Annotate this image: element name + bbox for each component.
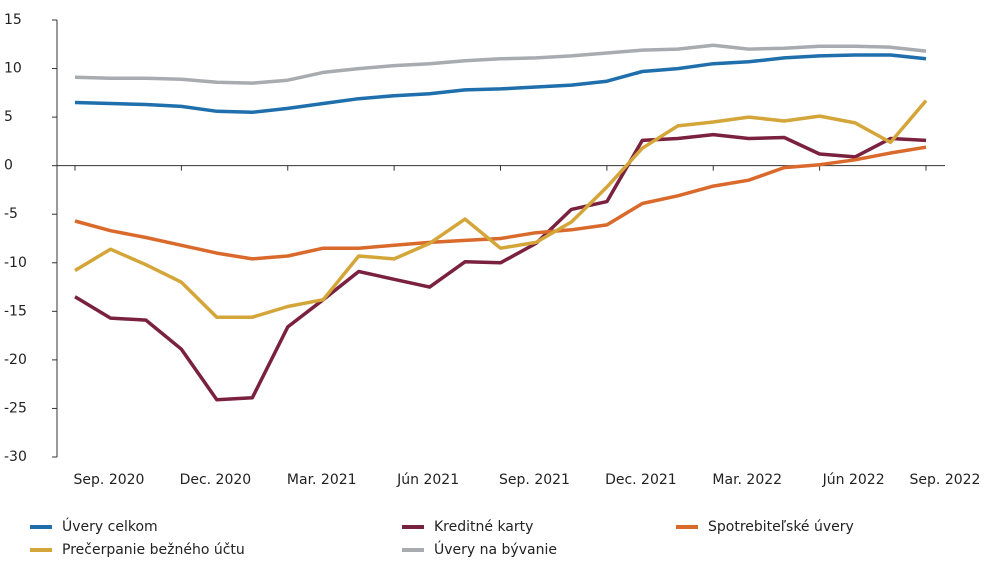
- series-line: [74, 99, 928, 319]
- legend-label: Kreditné karty: [434, 519, 533, 535]
- y-tick-label: 0: [4, 158, 13, 174]
- x-tick-label: Sep. 2021: [499, 472, 570, 488]
- x-tick-label: Dec. 2020: [180, 472, 252, 488]
- y-tick-label: -30: [4, 449, 27, 465]
- y-tick-label: -25: [4, 400, 27, 416]
- legend-label: Prečerpanie bežného účtu: [62, 542, 245, 558]
- y-tick-label: 5: [4, 109, 13, 125]
- x-tick-label: Jún 2021: [396, 472, 459, 488]
- x-tick-label: Mar. 2022: [712, 472, 782, 488]
- series-line: [74, 132, 927, 402]
- series-line: [74, 43, 927, 85]
- x-tick-label: Mar. 2021: [287, 472, 357, 488]
- legend-label: Úvery na bývanie: [434, 540, 557, 558]
- legend-label: Úvery celkom: [62, 517, 158, 535]
- series-line: [74, 53, 927, 115]
- y-tick-label: -20: [4, 352, 27, 368]
- series-line: [74, 145, 927, 261]
- legend-label: Spotrebiteľské úvery: [708, 519, 854, 535]
- y-tick-label: 15: [4, 12, 22, 28]
- y-tick-label: -5: [4, 206, 18, 222]
- y-tick-label: -15: [4, 303, 27, 319]
- x-tick-label: Dec. 2021: [605, 472, 677, 488]
- x-tick-label: Sep. 2022: [910, 472, 981, 488]
- x-tick-label: Sep. 2020: [74, 472, 145, 488]
- x-tick-label: Jún 2022: [822, 472, 885, 488]
- y-tick-label: -10: [4, 255, 27, 271]
- y-tick-label: 10: [4, 61, 22, 77]
